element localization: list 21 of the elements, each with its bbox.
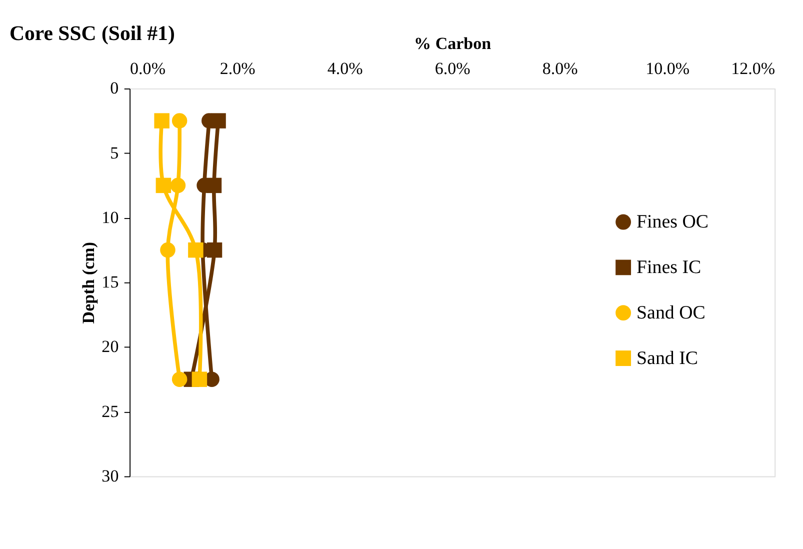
x-tick-label: 2.0% <box>220 58 256 78</box>
y-tick-label: 20 <box>102 337 119 356</box>
x-tick-label: 10.0% <box>646 58 690 78</box>
x-axis-title: % Carbon <box>414 34 492 54</box>
y-tick-label: 10 <box>102 208 119 227</box>
legend-label: Fines IC <box>636 257 702 278</box>
x-tick-label: 8.0% <box>542 58 578 78</box>
y-axis-title: Depth (cm) <box>79 242 98 324</box>
legend-label: Sand IC <box>636 348 698 369</box>
y-tick-label: 5 <box>110 143 119 162</box>
x-tick-label: 0.0% <box>130 58 166 78</box>
x-tick-label: 12.0% <box>731 58 776 78</box>
legend-label: Fines OC <box>636 212 709 233</box>
y-tick-label: 15 <box>102 272 119 292</box>
y-tick-label: 25 <box>102 402 119 421</box>
y-tick-label: 30 <box>102 466 119 486</box>
chart-title: Core SSC (Soil #1) <box>9 22 175 46</box>
x-tick-label: 6.0% <box>434 58 470 78</box>
legend-label: Sand OC <box>636 302 706 324</box>
y-tick-label: 0 <box>110 78 119 98</box>
x-tick-label: 4.0% <box>327 58 363 78</box>
